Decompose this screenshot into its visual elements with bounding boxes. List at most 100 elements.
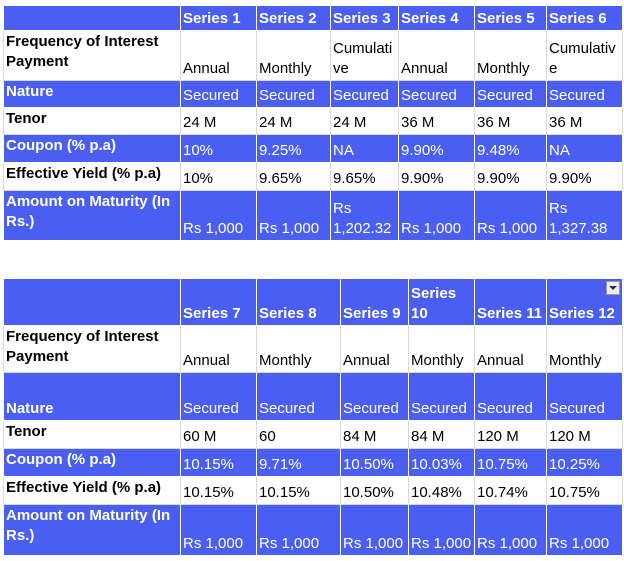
cell-value: 60 M bbox=[180, 420, 257, 449]
cell-value: Secured bbox=[474, 372, 547, 421]
column-header: Series 3 bbox=[330, 5, 399, 31]
row-label: Nature bbox=[3, 372, 181, 421]
cell-value: 9.90% bbox=[398, 162, 475, 191]
cell-value: 10.15% bbox=[180, 448, 257, 477]
cell-value: 9.71% bbox=[256, 448, 341, 477]
series-table: Series 1 Series 2 Series 3 Series 4 Series 5… bbox=[3, 5, 623, 241]
cell-value: Rs 1,327.38 bbox=[546, 190, 623, 241]
cell-value: 9.25% bbox=[256, 134, 331, 163]
cell-value: Secured bbox=[340, 372, 409, 421]
data-row: Coupon (% p.a) 10% 9.25% NA 9.90% 9.48% NA bbox=[3, 134, 623, 163]
data-row: Effective Yield (% p.a) 10% 9.65% 9.65% 9.90… bbox=[3, 162, 623, 191]
cell-value: 84 M bbox=[408, 420, 475, 449]
cell-value: Annual bbox=[180, 30, 257, 81]
cell-value: 10.75% bbox=[546, 476, 623, 505]
cell-value: 36 M bbox=[546, 107, 623, 135]
data-row: Tenor 60 M 60 84 M 84 M 120 M 120 M bbox=[3, 420, 623, 449]
cell-value: 9.90% bbox=[546, 162, 623, 191]
cell-value: Secured bbox=[546, 80, 623, 108]
cell-value: 10.15% bbox=[256, 476, 341, 505]
cell-value: 120 M bbox=[546, 420, 623, 449]
row-label: Tenor bbox=[3, 420, 181, 449]
cell-value: 9.90% bbox=[398, 134, 475, 163]
header-row: Series 1 Series 2 Series 3 Series 4 Series 5… bbox=[3, 5, 623, 31]
cell-value: Monthly bbox=[408, 325, 475, 373]
row-label: Frequency of Interest Payment bbox=[3, 325, 181, 373]
cell-value: 24 M bbox=[256, 107, 331, 135]
cell-value: Secured bbox=[180, 372, 257, 421]
column-header: Series 2 bbox=[256, 5, 331, 31]
data-row: Frequency of Interest Payment Annual Month… bbox=[3, 30, 623, 81]
row-label: Amount on Maturity (In Rs.) bbox=[3, 190, 181, 241]
column-header: Series 4 bbox=[398, 5, 475, 31]
cell-value: Cumulative bbox=[546, 30, 623, 81]
cell-value: 10.74% bbox=[474, 476, 547, 505]
cell-value: Monthly bbox=[546, 325, 623, 373]
row-label: Effective Yield (% p.a) bbox=[3, 476, 181, 505]
cell-value: Secured bbox=[256, 80, 331, 108]
cell-value: 9.48% bbox=[474, 134, 547, 163]
cell-value: 60 bbox=[256, 420, 341, 449]
cell-value: Secured bbox=[330, 80, 399, 108]
cell-value: 36 M bbox=[474, 107, 547, 135]
column-header: Series 8 bbox=[256, 278, 341, 326]
data-row: Effective Yield (% p.a) 10.15% 10.15% 10.50… bbox=[3, 476, 623, 505]
cell-value: 10.50% bbox=[340, 448, 409, 477]
series-table: Series 7 Series 8 Series 9 Series 10 Series … bbox=[3, 278, 623, 556]
cell-value: 36 M bbox=[398, 107, 475, 135]
corner-cell bbox=[3, 278, 181, 326]
data-row: Nature Secured Secured Secured Secured Secure… bbox=[3, 80, 623, 108]
filter-dropdown[interactable] bbox=[606, 281, 620, 295]
data-row: Nature Secured Secured Secured Secured Secure… bbox=[3, 372, 623, 421]
cell-value: Monthly bbox=[256, 30, 331, 81]
column-header: Series 5 bbox=[474, 5, 547, 31]
cell-value: Secured bbox=[546, 372, 623, 421]
column-header: Series 6 bbox=[546, 5, 623, 31]
cell-value: Rs 1,000 bbox=[256, 190, 331, 241]
corner-cell bbox=[3, 5, 181, 31]
cell-value: Secured bbox=[398, 80, 475, 108]
cell-value: Secured bbox=[256, 372, 341, 421]
row-label: Coupon (% p.a) bbox=[3, 134, 181, 163]
cell-value: 10.15% bbox=[180, 476, 257, 505]
cell-value: Annual bbox=[180, 325, 257, 373]
column-header: Series 12 bbox=[546, 278, 623, 326]
cell-value: 24 M bbox=[330, 107, 399, 135]
column-header: Series 9 bbox=[340, 278, 409, 326]
cell-value: Secured bbox=[180, 80, 257, 108]
cell-value: Rs 1,000 bbox=[180, 190, 257, 241]
data-row: Amount on Maturity (In Rs.) Rs 1,000 Rs 1,… bbox=[3, 190, 623, 241]
column-header: Series 11 bbox=[474, 278, 547, 326]
cell-value: Secured bbox=[474, 80, 547, 108]
cell-value: Rs 1,000 bbox=[474, 190, 547, 241]
cell-value: 10% bbox=[180, 134, 257, 163]
cell-value: 84 M bbox=[340, 420, 409, 449]
cell-value: 10.03% bbox=[408, 448, 475, 477]
data-row: Tenor 24 M 24 M 24 M 36 M 36 M 36 M bbox=[3, 107, 623, 135]
cell-value: Annual bbox=[398, 30, 475, 81]
cell-value: Rs 1,000 bbox=[340, 504, 409, 556]
cell-value: Monthly bbox=[474, 30, 547, 81]
cell-value: NA bbox=[546, 134, 623, 163]
cell-value: 24 M bbox=[180, 107, 257, 135]
cell-value: NA bbox=[330, 134, 399, 163]
cell-value: Rs 1,000 bbox=[180, 504, 257, 556]
cell-value: Rs 1,000 bbox=[398, 190, 475, 241]
cell-value: 10.25% bbox=[546, 448, 623, 477]
row-label: Frequency of Interest Payment bbox=[3, 30, 181, 81]
cell-value: Annual bbox=[474, 325, 547, 373]
row-label: Tenor bbox=[3, 107, 181, 135]
cell-value: Rs 1,000 bbox=[546, 504, 623, 556]
cell-value: 10% bbox=[180, 162, 257, 191]
cell-value: Rs 1,000 bbox=[474, 504, 547, 556]
cell-value: 10.50% bbox=[340, 476, 409, 505]
cell-value: 9.65% bbox=[330, 162, 399, 191]
cell-value: Rs 1,000 bbox=[408, 504, 475, 556]
column-header: Series 7 bbox=[180, 278, 257, 326]
row-label: Amount on Maturity (In Rs.) bbox=[3, 504, 181, 556]
cell-value: 10.48% bbox=[408, 476, 475, 505]
header-row: Series 7 Series 8 Series 9 Series 10 Series … bbox=[3, 278, 623, 326]
cell-value: 9.65% bbox=[256, 162, 331, 191]
column-header: Series 10 bbox=[408, 278, 475, 326]
